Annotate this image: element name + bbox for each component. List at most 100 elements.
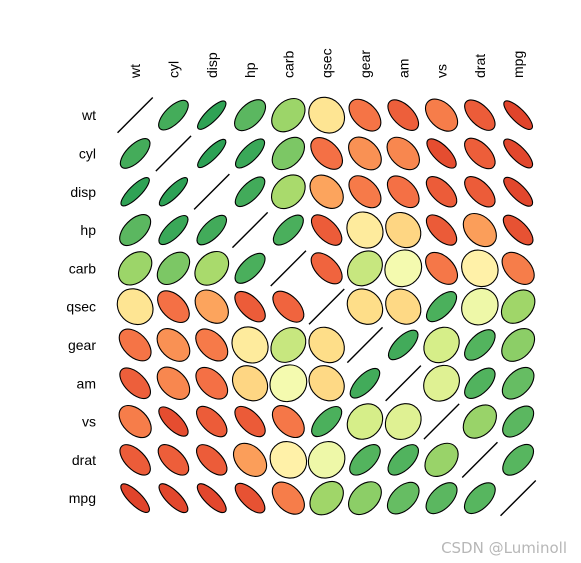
cell-drat-gear (349, 444, 381, 476)
row-label-drat: drat (72, 452, 96, 468)
cell-gear-mpg (501, 328, 536, 362)
cell-qsec-carb (272, 290, 305, 323)
cell-hp-wt (119, 214, 152, 247)
cell-mpg-am (386, 481, 420, 515)
row-labels: wt cyl disp hp carb qsec gear am vs drat mpg (66, 107, 96, 506)
cell-disp-mpg (503, 176, 534, 207)
cell-hp-drat (462, 212, 497, 248)
watermark: CSDN @Luminoll (441, 539, 567, 557)
cell-carb-mpg (501, 251, 535, 285)
row-label-vs: vs (82, 414, 96, 430)
diagonal-line-wt (117, 97, 154, 134)
cell-vs-drat (462, 404, 497, 439)
cell-wt-vs (424, 98, 459, 132)
diagonal-line-drat (461, 441, 498, 478)
cell-hp-mpg (502, 214, 534, 246)
cell-am-cyl (156, 366, 191, 400)
row-label-wt: wt (81, 107, 96, 123)
cell-wt-mpg (503, 100, 533, 130)
cell-disp-qsec (309, 174, 344, 209)
cell-mpg-carb (271, 481, 305, 515)
cell-hp-disp (196, 214, 228, 246)
column-label-carb: carb (280, 51, 296, 78)
cell-cyl-drat (464, 137, 496, 170)
cell-qsec-disp (194, 289, 229, 324)
cell-mpg-wt (120, 483, 150, 513)
cell-hp-qsec (310, 214, 343, 246)
cell-am-wt (119, 367, 151, 400)
cell-gear-qsec (308, 326, 345, 364)
cell-am-carb (269, 364, 308, 403)
cell-wt-hp (234, 99, 267, 132)
cell-drat-vs (424, 442, 459, 477)
cell-disp-carb (270, 174, 306, 210)
cell-cyl-gear (348, 136, 382, 171)
cell-gear-hp (231, 326, 269, 364)
cell-vs-gear (346, 403, 384, 440)
row-label-carb: carb (69, 260, 96, 276)
cell-carb-am (384, 249, 423, 288)
cell-qsec-gear (346, 288, 384, 325)
cell-am-disp (195, 366, 229, 400)
column-label-mpg: mpg (510, 51, 526, 78)
cell-mpg-hp (234, 482, 266, 514)
cell-disp-cyl (158, 177, 189, 207)
cell-cyl-mpg (503, 138, 534, 169)
row-label-hp: hp (80, 222, 96, 238)
cell-drat-carb (269, 441, 308, 479)
cell-am-gear (349, 367, 381, 399)
cell-drat-wt (119, 444, 151, 476)
cell-mpg-vs (425, 482, 458, 515)
cell-disp-drat (464, 176, 496, 208)
cell-cyl-qsec (310, 137, 344, 170)
cell-carb-disp (194, 250, 230, 286)
diagonal-line-gear (346, 326, 384, 364)
column-label-qsec: qsec (319, 48, 335, 78)
column-label-am: am (395, 59, 411, 78)
row-label-cyl: cyl (79, 145, 96, 161)
column-label-gear: gear (357, 50, 373, 78)
cell-mpg-drat (463, 482, 496, 515)
column-label-cyl: cyl (165, 61, 181, 78)
cell-qsec-am (385, 288, 422, 325)
cell-hp-vs (425, 214, 458, 246)
cell-carb-drat (461, 249, 499, 288)
cell-gear-carb (270, 326, 307, 363)
cell-carb-qsec (310, 252, 343, 285)
column-label-wt: wt (127, 64, 143, 79)
cell-wt-drat (464, 99, 496, 131)
cell-gear-vs (423, 326, 460, 364)
diagonal-line-qsec (308, 288, 345, 325)
cell-qsec-hp (234, 290, 266, 323)
cell-gear-am (387, 329, 419, 361)
cell-mpg-cyl (158, 483, 189, 514)
row-label-disp: disp (70, 184, 96, 200)
cell-wt-cyl (158, 99, 189, 131)
cell-wt-qsec (308, 96, 346, 134)
row-label-qsec: qsec (66, 299, 96, 315)
diagonal-line-cyl (155, 135, 192, 172)
column-label-hp: hp (242, 62, 258, 78)
diagonal-line-am (385, 365, 422, 402)
cell-qsec-vs (425, 291, 458, 323)
cell-carb-hp (234, 252, 266, 284)
cell-drat-cyl (157, 444, 190, 476)
cell-gear-disp (195, 328, 229, 362)
cell-am-mpg (501, 366, 535, 400)
cell-disp-am (386, 175, 420, 209)
cell-disp-wt (120, 177, 150, 207)
cell-wt-disp (197, 100, 227, 130)
cell-cyl-wt (119, 138, 151, 169)
cell-vs-wt (118, 404, 152, 439)
cell-wt-carb (271, 97, 306, 133)
cell-carb-wt (117, 251, 153, 286)
cell-mpg-disp (196, 483, 227, 514)
cell-qsec-drat (461, 287, 499, 326)
diagonal-line-vs (423, 403, 460, 440)
cell-wt-gear (348, 98, 382, 132)
cell-am-qsec (308, 365, 345, 402)
cell-cyl-disp (197, 138, 227, 169)
cell-gear-cyl (156, 328, 191, 362)
diagonal-line-mpg (500, 480, 537, 517)
